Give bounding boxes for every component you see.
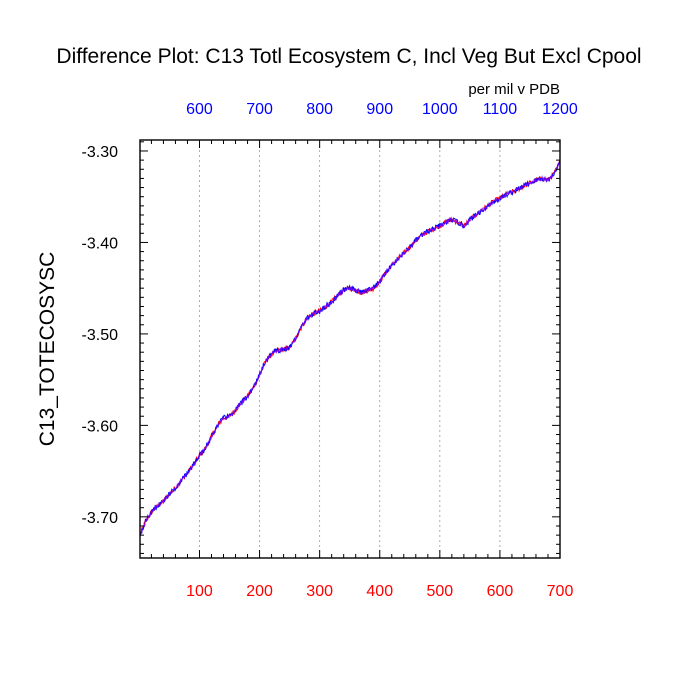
- series-line: [139, 162, 561, 536]
- x-tick-label: 500: [426, 583, 453, 600]
- x-tick-label: 600: [487, 583, 514, 600]
- plot-frame: [139, 139, 561, 559]
- y-tick-label: -3.50: [82, 327, 119, 344]
- y-tick-label: -3.30: [82, 144, 119, 161]
- series-line-red: [139, 160, 561, 536]
- top-tick-label: 1100: [483, 101, 518, 118]
- y-axis-label: C13_TOTECOSYSC: [36, 252, 59, 447]
- y-tick-label: -3.40: [82, 235, 119, 252]
- top-tick-label: 1000: [422, 101, 458, 118]
- x-tick-label: 100: [186, 583, 213, 600]
- series-line-blue: [139, 160, 561, 537]
- grid: [199, 140, 501, 558]
- tick-labels: 100 200 300 400 500 600 700 600 700 800 900 1000 110…: [82, 101, 578, 600]
- x-tick-label: 700: [547, 583, 574, 600]
- x-tick-label: 400: [366, 583, 393, 600]
- top-axis-units: per mil v PDB: [468, 81, 560, 98]
- x-tick-label: 200: [246, 583, 273, 600]
- y-tick-label: -3.60: [82, 418, 119, 435]
- top-tick-label: 900: [366, 101, 393, 118]
- top-tick-label: 700: [246, 101, 273, 118]
- chart-title: Difference Plot: C13 Totl Ecosystem C, I…: [56, 45, 641, 68]
- y-tick-label: -3.70: [82, 510, 119, 527]
- x-tick-label: 300: [306, 583, 333, 600]
- axes: [139, 139, 561, 559]
- top-tick-label: 800: [306, 101, 333, 118]
- series-layer: [139, 160, 561, 537]
- top-tick-label: 1200: [542, 101, 578, 118]
- top-tick-label: 600: [186, 101, 213, 118]
